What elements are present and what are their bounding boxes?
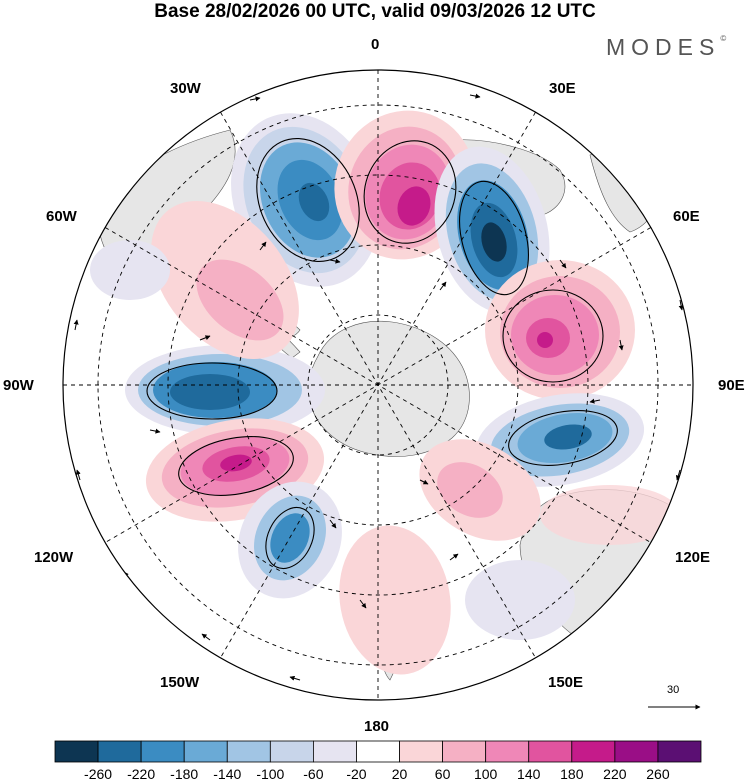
colorbar-tick-label: -20: [346, 766, 367, 782]
reference-vector-label: 30: [667, 684, 680, 696]
colorbar-tick-label: 100: [473, 766, 498, 782]
colorbar-swatch: [657, 740, 702, 763]
lon-label-90e: 90E: [718, 377, 745, 394]
colorbar-swatch: [97, 740, 142, 763]
colorbar-swatch: [312, 740, 357, 763]
colorbar-swatch: [399, 740, 443, 763]
lon-label-120w: 120W: [34, 549, 74, 566]
colorbar-tick-label: 260: [646, 766, 670, 782]
map-boundary: [62, 69, 694, 701]
colorbar-tick-label: 20: [391, 766, 408, 782]
lon-label-90w: 90W: [3, 377, 34, 394]
colorbar-tick-label: 60: [434, 766, 451, 782]
copyright-mark: ©: [720, 34, 727, 43]
colorbar: [54, 740, 702, 763]
colorbar-tick-label: 220: [603, 766, 627, 782]
colorbar-tick-label: 180: [560, 766, 584, 782]
modes-logo: MODES©: [606, 34, 726, 61]
lon-label-150e: 150E: [548, 674, 584, 691]
colorbar-tick-label: -220: [127, 766, 156, 782]
colorbar-tick-label: 140: [517, 766, 541, 782]
lon-label-150w: 150W: [160, 674, 200, 691]
colorbar-tick-label: -100: [256, 766, 285, 782]
colorbar-swatch: [485, 740, 530, 763]
lon-label-30w: 30W: [170, 80, 201, 97]
colorbar-swatch: [226, 740, 271, 763]
colorbar-swatch: [442, 740, 487, 763]
map-title: Base 28/02/2026 00 UTC, valid 09/03/2026…: [154, 1, 596, 22]
colorbar-tick-label: -180: [170, 766, 199, 782]
colorbar-swatch: [183, 740, 228, 763]
colorbar-swatch: [571, 740, 616, 763]
colorbar-swatch: [140, 740, 185, 763]
graticule: [63, 70, 693, 700]
map-field: [63, 70, 693, 700]
colorbar-tick-label: -260: [84, 766, 113, 782]
colorbar-swatch: [356, 740, 400, 763]
colorbar-tick-label: -140: [213, 766, 242, 782]
lon-label-60w: 60W: [46, 208, 77, 225]
lon-label-30e: 30E: [549, 80, 576, 97]
anomaly-contours: [90, 110, 680, 675]
streamline-contours: [146, 138, 618, 570]
colorbar-swatch: [54, 740, 99, 763]
logo-text: MODES: [606, 34, 721, 60]
colorbar-swatch: [614, 740, 659, 763]
colorbar-tick-label: -60: [303, 766, 324, 782]
lon-label-180: 180: [364, 718, 390, 735]
lon-label-60e: 60E: [673, 208, 700, 225]
colorbar-swatch: [269, 740, 314, 763]
lon-label-0: 0: [371, 36, 380, 53]
lon-label-120e: 120E: [675, 549, 711, 566]
colorbar-swatch: [528, 740, 573, 763]
